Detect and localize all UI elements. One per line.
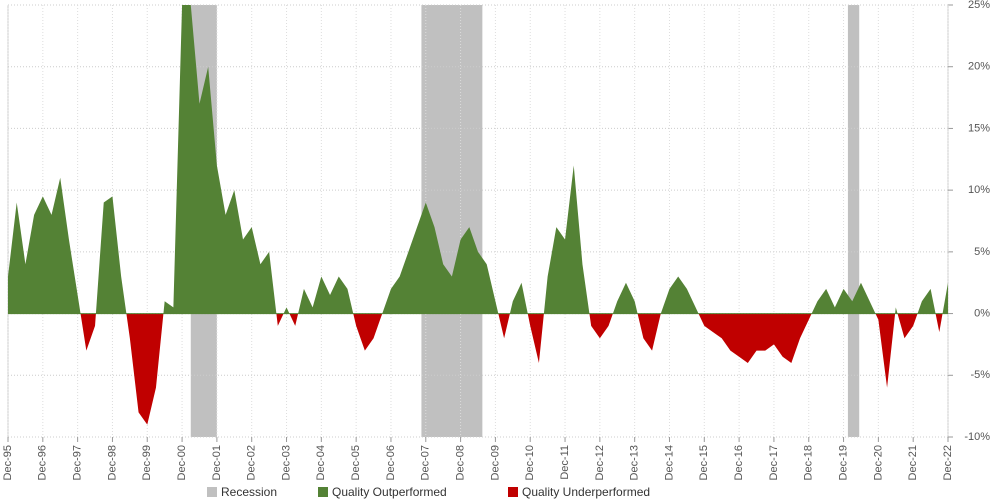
x-tick-label: Dec-09 bbox=[489, 445, 501, 480]
x-tick-label: Dec-08 bbox=[454, 445, 466, 480]
x-tick-label: Dec-19 bbox=[837, 445, 849, 480]
x-tick-label: Dec-15 bbox=[698, 445, 710, 480]
x-tick-label: Dec-11 bbox=[559, 445, 571, 480]
x-tick-label: Dec-21 bbox=[907, 445, 919, 480]
y-tick-label: -10% bbox=[964, 431, 990, 443]
y-tick-label: 15% bbox=[968, 122, 990, 134]
x-tick-label: Dec-95 bbox=[2, 445, 14, 480]
x-tick-label: Dec-02 bbox=[246, 445, 258, 480]
legend-label: Quality Underperformed bbox=[522, 485, 650, 499]
x-tick-label: Dec-00 bbox=[176, 445, 188, 480]
y-tick-label: 20% bbox=[968, 61, 990, 73]
x-tick-label: Dec-98 bbox=[106, 445, 118, 480]
x-tick-label: Dec-13 bbox=[629, 445, 641, 480]
y-tick-label: 10% bbox=[968, 184, 990, 196]
x-tick-label: Dec-03 bbox=[280, 445, 292, 480]
x-tick-label: Dec-12 bbox=[594, 445, 606, 480]
x-tick-label: Dec-16 bbox=[733, 445, 745, 480]
x-tick-label: Dec-04 bbox=[315, 445, 327, 480]
x-tick-label: Dec-14 bbox=[663, 445, 675, 480]
x-tick-label: Dec-01 bbox=[211, 445, 223, 480]
x-tick-label: Dec-17 bbox=[768, 445, 780, 480]
legend-label: Recession bbox=[221, 485, 277, 499]
y-tick-label: 0% bbox=[974, 307, 990, 319]
y-tick-label: -5% bbox=[970, 369, 990, 381]
recession-band bbox=[847, 5, 860, 437]
x-tick-label: Dec-97 bbox=[72, 445, 84, 480]
x-tick-label: Dec-06 bbox=[385, 445, 397, 480]
x-tick-label: Dec-05 bbox=[350, 445, 362, 480]
x-tick-label: Dec-07 bbox=[420, 445, 432, 480]
y-tick-label: 5% bbox=[974, 246, 990, 258]
x-tick-label: Dec-22 bbox=[942, 445, 954, 480]
x-tick-label: Dec-10 bbox=[524, 445, 536, 480]
y-tick-label: 25% bbox=[968, 0, 990, 11]
legend-swatch bbox=[508, 487, 518, 497]
x-tick-label: Dec-96 bbox=[37, 445, 49, 480]
legend-swatch bbox=[318, 487, 328, 497]
outperformed-area bbox=[8, 5, 948, 314]
legend: Recession Quality Outperformed Quality Und… bbox=[207, 485, 650, 499]
legend-swatch bbox=[207, 487, 217, 497]
legend-label: Quality Outperformed bbox=[332, 485, 447, 499]
underperformed-area bbox=[80, 313, 943, 425]
x-tick-label: Dec-20 bbox=[872, 445, 884, 480]
x-tick-label: Dec-18 bbox=[803, 445, 815, 480]
x-tick-label: Dec-99 bbox=[141, 445, 153, 480]
